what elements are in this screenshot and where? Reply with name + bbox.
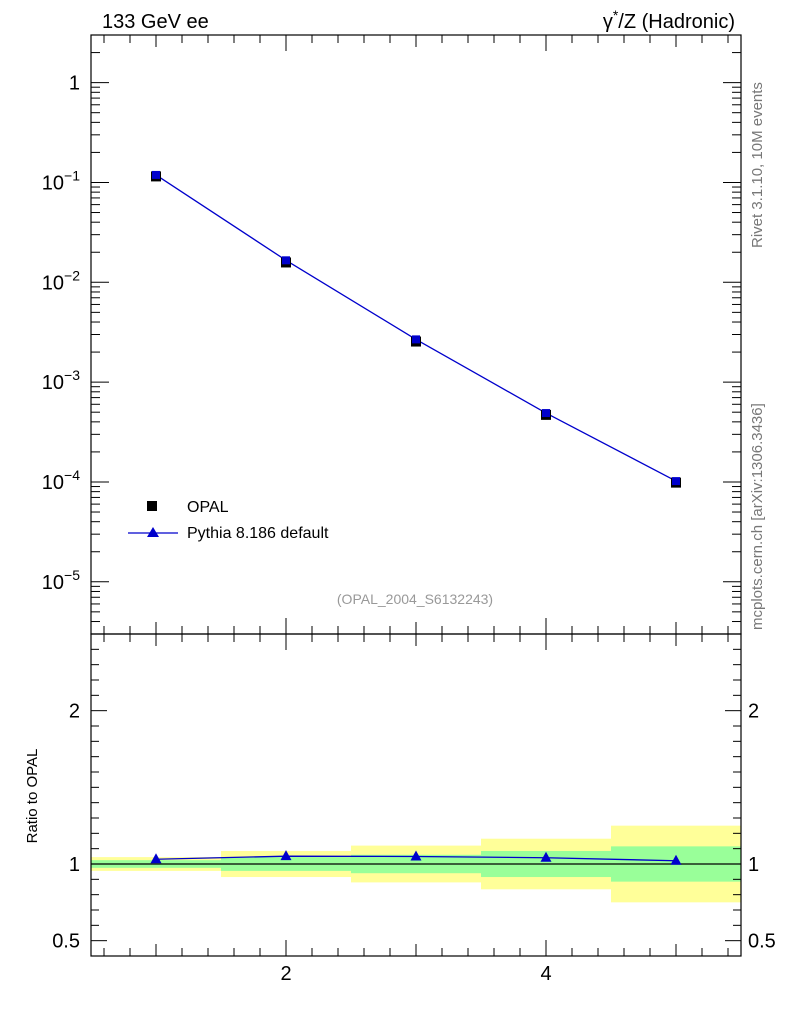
ratio-panel: 2 4 2 2 1 1 0.5 0.5 xyxy=(52,633,776,985)
ratio-series xyxy=(150,850,682,865)
ratio-y-tick-label-left: 0.5 xyxy=(52,931,80,953)
main-y-tick-label: 10−2 xyxy=(42,267,80,294)
main-y-tick-label: 10−1 xyxy=(42,167,80,194)
main-y-tick-label: 10−4 xyxy=(42,467,80,494)
ratio-mc-point xyxy=(280,850,292,861)
ratio-x-tick-label: 4 xyxy=(540,963,551,985)
ratio-bands xyxy=(91,825,741,903)
ratio-y-tick-label-right: 1 xyxy=(748,854,759,876)
legend-mc-marker xyxy=(147,527,159,537)
main-ticks: 1 10−1 10−2 10−3 10−4 10−5 xyxy=(42,34,741,635)
side-text-top: Rivet 3.1.10, 10M events xyxy=(749,82,766,248)
header-right-sup: * xyxy=(613,7,619,23)
ratio-y-tick-label-right: 2 xyxy=(748,701,759,723)
legend-mc-label: Pythia 8.186 default xyxy=(187,525,329,542)
header-right-rest: /Z (Hadronic) xyxy=(618,11,735,33)
ratio-ticks: 2 4 2 2 1 1 0.5 0.5 xyxy=(52,634,776,985)
ratio-mc-point xyxy=(150,853,162,864)
mc-point xyxy=(412,335,420,344)
ratio-mc-point xyxy=(410,850,422,861)
legend-data-label: OPAL xyxy=(187,499,229,516)
ratio-y-tick-label-left: 1 xyxy=(69,854,80,876)
side-text-bottom: mcplots.cern.ch [arXiv:1306.3436] xyxy=(749,403,766,630)
main-y-tick-label: 1 xyxy=(69,73,80,95)
main-panel: 1 10−1 10−2 10−3 10−4 10−5 (OPAL_2004_S613224… xyxy=(42,34,742,635)
ratio-frame xyxy=(90,633,742,957)
main-frame xyxy=(90,34,742,635)
mc-point xyxy=(542,409,550,418)
main-series xyxy=(151,170,681,488)
header-left: 133 GeV ee xyxy=(102,11,209,33)
ratio-ylabel: Ratio to OPAL xyxy=(24,749,41,844)
mc-line xyxy=(155,174,677,482)
legend-data-marker xyxy=(147,501,157,511)
mc-point xyxy=(152,170,160,179)
ratio-mc-point xyxy=(540,851,552,862)
legend: OPAL Pythia 8.186 default xyxy=(128,499,329,542)
ratio-y-tick-label-right: 0.5 xyxy=(748,931,776,953)
main-y-tick-label: 10−3 xyxy=(42,367,80,394)
ratio-y-tick-label-left: 2 xyxy=(69,701,80,723)
mc-point xyxy=(282,256,290,265)
header-right: γ*/Z (Hadronic) xyxy=(603,7,735,33)
ratio-mc-point xyxy=(670,854,682,865)
watermark: (OPAL_2004_S6132243) xyxy=(337,591,493,607)
header-right-symbol: γ xyxy=(603,11,613,33)
ratio-x-tick-label: 2 xyxy=(280,963,291,985)
main-y-tick-label: 10−5 xyxy=(42,567,80,594)
mc-point xyxy=(672,477,680,486)
